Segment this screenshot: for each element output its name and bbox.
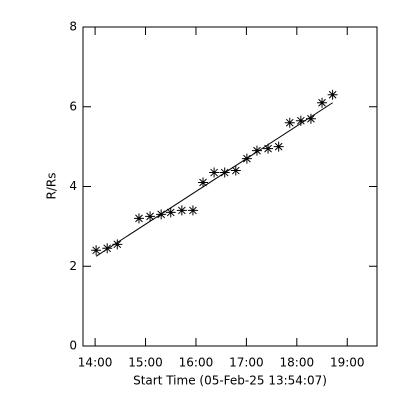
point [230,165,241,176]
x-tick-label: 17:00 [229,356,264,370]
x-tick-label: 19:00 [330,356,365,370]
point [165,207,176,218]
point [102,243,113,254]
point [176,205,187,216]
y-tick-label: 0 [69,339,77,353]
y-tick-label: 6 [69,99,77,113]
x-tick-label: 18:00 [280,356,315,370]
point [295,115,306,126]
point [305,113,316,124]
point [263,143,274,154]
x-axis-label: Start Time (05-Feb-25 13:54:07) [133,374,327,388]
point [145,211,156,222]
x-tick-label: 16:00 [179,356,214,370]
point [133,213,144,224]
point [251,145,262,156]
point [156,209,167,220]
y-tick-label: 2 [69,259,77,273]
point [112,239,123,250]
point [241,153,252,164]
y-tick-label: 4 [69,179,77,193]
point [198,177,209,188]
point [317,97,328,108]
point [187,205,198,216]
y-axis-label: R/Rs [45,173,59,200]
plot-frame [82,26,378,347]
point [284,117,295,128]
fit-line [95,102,333,257]
x-tick-label: 15:00 [128,356,163,370]
point [209,167,220,178]
point [273,141,284,152]
point [327,89,338,100]
x-tick-label: 14:00 [78,356,113,370]
y-tick-label: 8 [69,20,77,34]
point [219,167,230,178]
point [91,245,102,256]
